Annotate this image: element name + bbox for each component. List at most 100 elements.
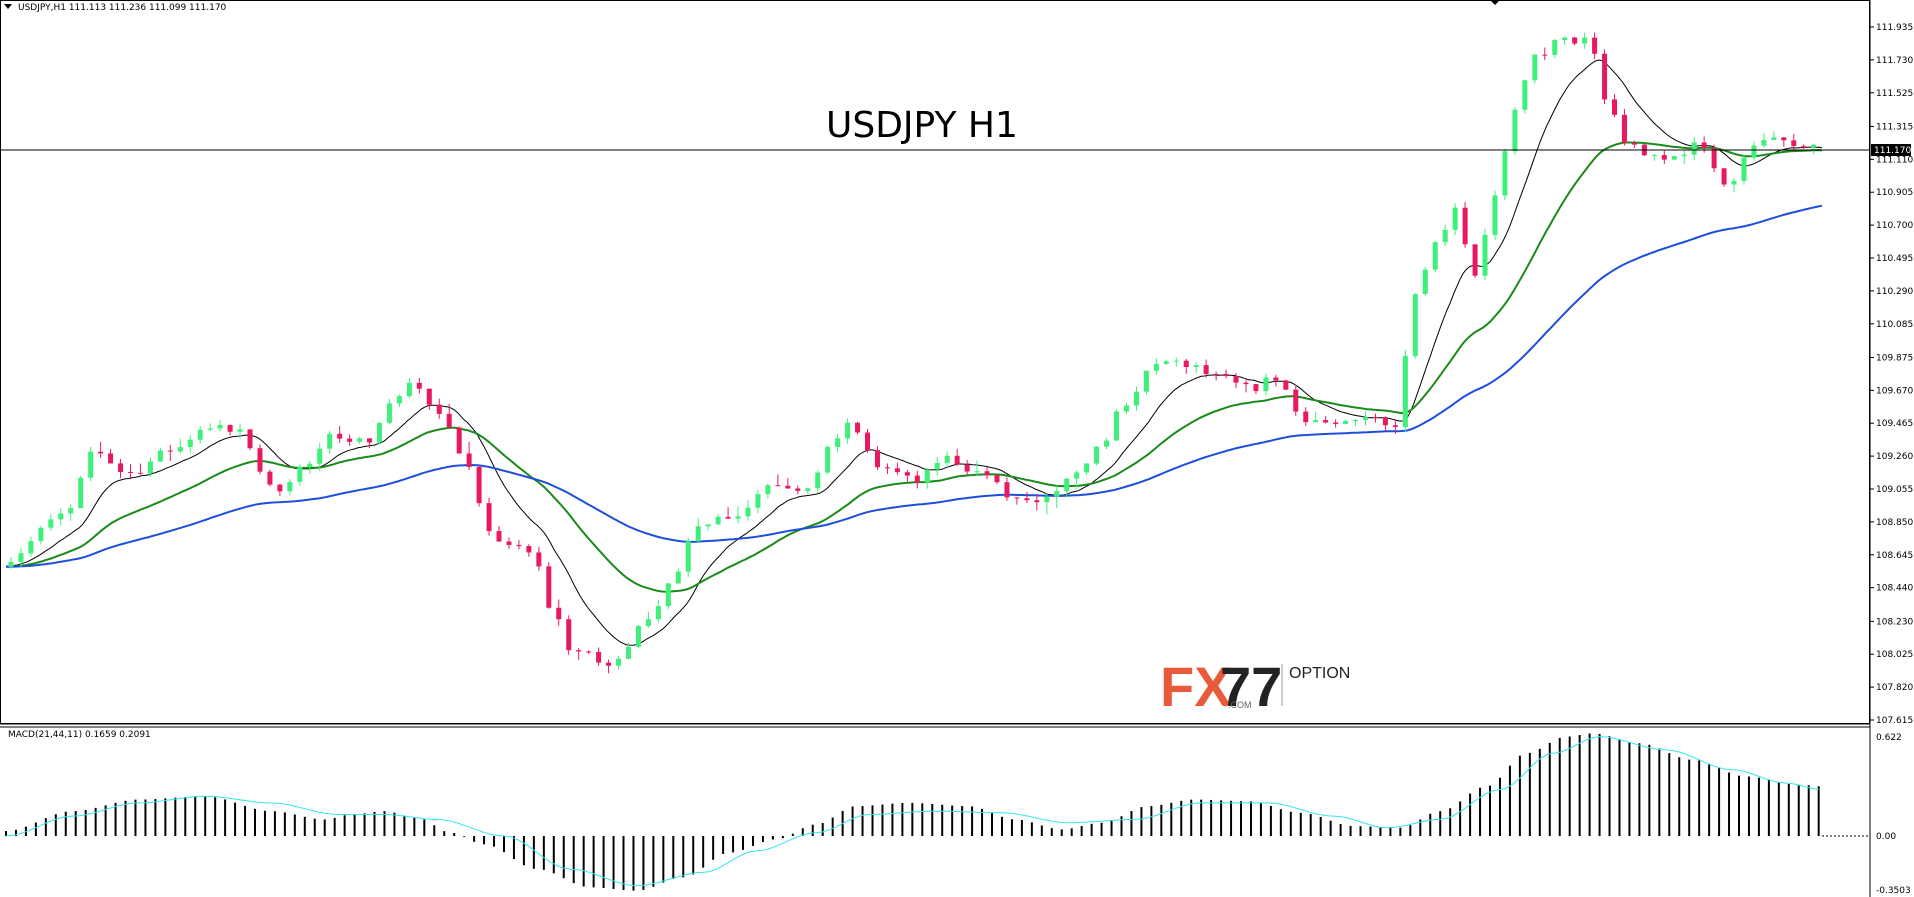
candle-body bbox=[267, 471, 273, 485]
candle bbox=[1074, 470, 1080, 490]
logo-option: OPTION bbox=[1289, 665, 1350, 682]
candle bbox=[606, 659, 612, 674]
candle-body bbox=[1432, 242, 1438, 270]
candle bbox=[1034, 494, 1040, 511]
candle-body bbox=[1542, 54, 1548, 56]
price-tick-label: 108.025 bbox=[1876, 650, 1913, 660]
candle-body bbox=[845, 422, 851, 439]
candle-body bbox=[596, 651, 602, 663]
candle-body bbox=[1612, 99, 1618, 115]
candle bbox=[745, 500, 751, 521]
candle bbox=[1602, 49, 1608, 105]
candle-body bbox=[1114, 411, 1120, 441]
candle-body bbox=[715, 516, 721, 525]
macd-tick-label: 0.00 bbox=[1876, 832, 1896, 842]
dropdown-arrow-icon[interactable] bbox=[4, 4, 12, 9]
candle-body bbox=[127, 471, 133, 473]
candle bbox=[317, 442, 323, 472]
candle bbox=[1323, 416, 1329, 424]
candle bbox=[1562, 36, 1568, 46]
candle-body bbox=[1422, 269, 1428, 295]
candle bbox=[1422, 266, 1428, 296]
candle bbox=[456, 426, 462, 454]
candle bbox=[38, 526, 44, 545]
candle bbox=[297, 463, 303, 486]
candle bbox=[914, 470, 920, 489]
candle-body bbox=[416, 382, 422, 389]
candle bbox=[237, 424, 243, 439]
candle-body bbox=[1522, 80, 1528, 110]
macd-signal-line bbox=[5, 736, 1819, 887]
candle-body bbox=[586, 651, 592, 653]
candle bbox=[526, 544, 532, 557]
candle-body bbox=[1323, 420, 1329, 423]
candle bbox=[1372, 413, 1378, 423]
candle-body bbox=[954, 455, 960, 465]
price-tick-label: 110.905 bbox=[1876, 188, 1913, 198]
candle bbox=[1432, 241, 1438, 273]
candle-body bbox=[1173, 360, 1179, 362]
candle bbox=[755, 489, 761, 514]
candle-body bbox=[1263, 377, 1269, 392]
candle bbox=[1173, 357, 1179, 367]
candle bbox=[924, 468, 930, 489]
candle-body bbox=[655, 606, 661, 620]
candle bbox=[904, 469, 910, 482]
candle bbox=[18, 547, 24, 568]
candle bbox=[1582, 32, 1588, 49]
candle-body bbox=[317, 448, 323, 464]
candle-body bbox=[157, 450, 163, 462]
candle-body bbox=[894, 468, 900, 473]
candle bbox=[496, 526, 502, 542]
candle bbox=[516, 540, 522, 550]
candle-body bbox=[436, 404, 442, 414]
candle-body bbox=[974, 471, 980, 473]
candle-body bbox=[1014, 497, 1020, 499]
candle-body bbox=[1143, 370, 1149, 392]
candle-body bbox=[1283, 380, 1289, 390]
price-tick-label: 110.495 bbox=[1876, 254, 1913, 264]
candle bbox=[1114, 408, 1120, 441]
price-tick-label: 109.260 bbox=[1876, 452, 1913, 462]
candle-body bbox=[865, 432, 871, 451]
candle bbox=[337, 425, 343, 443]
candle bbox=[1303, 407, 1309, 426]
candle-body bbox=[187, 439, 193, 448]
candle-body bbox=[1074, 472, 1080, 479]
candle bbox=[1313, 411, 1319, 423]
candle bbox=[1771, 131, 1777, 141]
candle-body bbox=[247, 429, 253, 449]
candle-body bbox=[1243, 382, 1249, 385]
candle-body bbox=[1024, 498, 1030, 501]
candle-body bbox=[1034, 500, 1040, 503]
candle bbox=[964, 459, 970, 475]
candle-body bbox=[546, 566, 552, 608]
candle bbox=[1482, 228, 1488, 280]
candle-body bbox=[307, 463, 313, 467]
current-price-tag: 111.170 bbox=[1874, 146, 1911, 156]
candle-body bbox=[28, 541, 34, 554]
candle bbox=[277, 484, 283, 496]
candle-body bbox=[1213, 373, 1219, 375]
candle bbox=[1681, 150, 1687, 165]
candle-body bbox=[1552, 40, 1558, 55]
candle bbox=[147, 457, 153, 477]
candle bbox=[1064, 478, 1070, 497]
price-tick-label: 109.670 bbox=[1876, 386, 1913, 396]
macd-header: MACD(21,44,11) 0.1659 0.2091 bbox=[8, 730, 151, 740]
candle bbox=[157, 447, 163, 462]
candle-body bbox=[606, 662, 612, 666]
candle-body bbox=[805, 488, 811, 491]
candle-body bbox=[665, 583, 671, 607]
macd-tick-label: -0.3503 bbox=[1876, 886, 1911, 896]
candle-body bbox=[1492, 195, 1498, 235]
candle bbox=[307, 460, 313, 474]
candle-body bbox=[1791, 140, 1797, 147]
candle-body bbox=[964, 464, 970, 472]
candle-body bbox=[98, 451, 104, 454]
candle bbox=[376, 422, 382, 445]
candle-body bbox=[1741, 157, 1747, 181]
candle bbox=[586, 650, 592, 655]
candle-body bbox=[1681, 154, 1687, 157]
candle bbox=[1263, 373, 1269, 396]
